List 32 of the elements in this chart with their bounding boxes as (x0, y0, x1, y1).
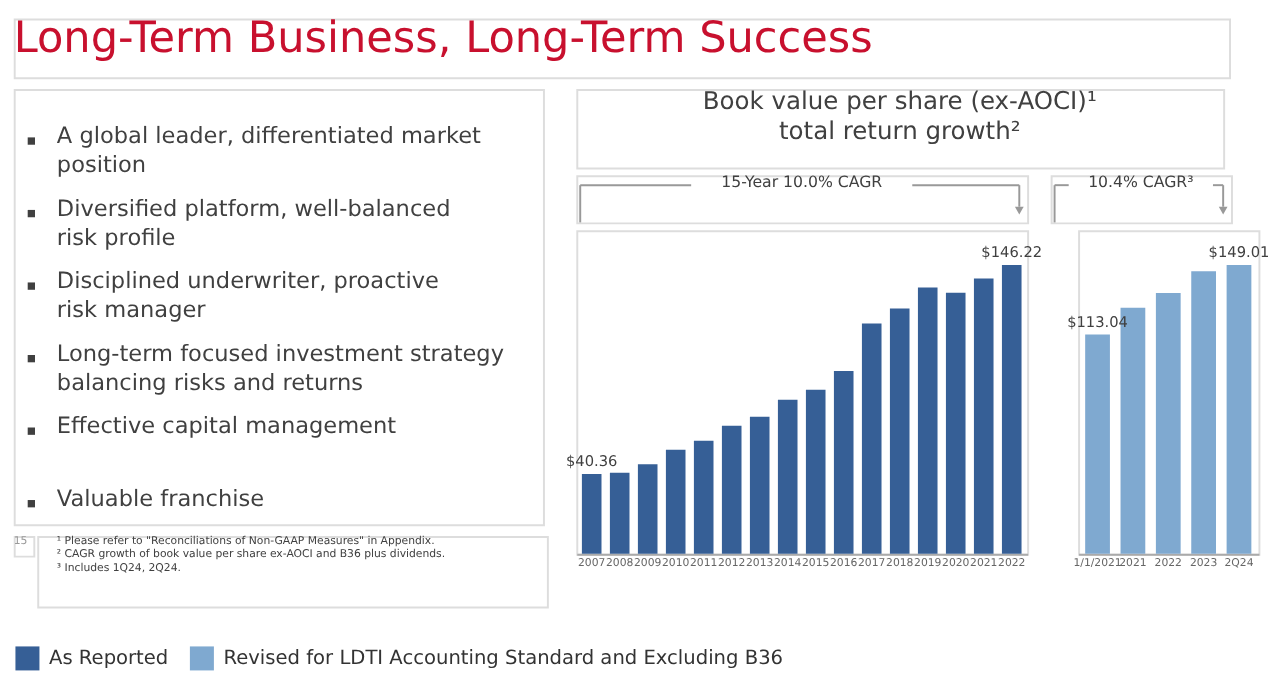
text: Long-Term Business, Long-Term Success (13, 13, 873, 64)
text: Valuable franchise (56, 485, 265, 512)
bar (665, 449, 686, 554)
bar (721, 425, 742, 554)
chart-title: Book value per share (ex-AOCI)¹ total return growth² (702, 86, 1097, 146)
bar (1155, 292, 1181, 554)
bar (1226, 264, 1252, 554)
bar (917, 287, 938, 554)
bar (1085, 334, 1110, 554)
bar (805, 389, 826, 554)
text: Diversified platform, well-balanced risk profile (56, 195, 451, 251)
text: Disciplined underwriter, proactive risk manager (56, 268, 439, 324)
bar (1001, 264, 1022, 554)
bar (777, 399, 798, 554)
bar (581, 473, 602, 554)
bar (945, 292, 966, 554)
text: Long-term focused investment strategy balancing risks and returns (56, 340, 505, 396)
text: 15-Year 10.0% CAGR (721, 173, 884, 192)
bar (833, 370, 854, 554)
bar (973, 278, 994, 554)
legend-label: Revised for LDTI Accounting Standard and Excluding B36 (223, 648, 784, 671)
bar (693, 440, 714, 554)
text: A global leader, differentiated market position (56, 123, 483, 179)
bar (1191, 271, 1217, 554)
text: 10.4% CAGR³ (1088, 173, 1194, 192)
text: Effective capital management (56, 413, 398, 440)
bar (861, 323, 882, 554)
bar (637, 464, 658, 554)
bar (749, 416, 770, 554)
bar (609, 472, 630, 554)
bar (889, 308, 910, 554)
legend-label: As Reported (49, 648, 169, 671)
